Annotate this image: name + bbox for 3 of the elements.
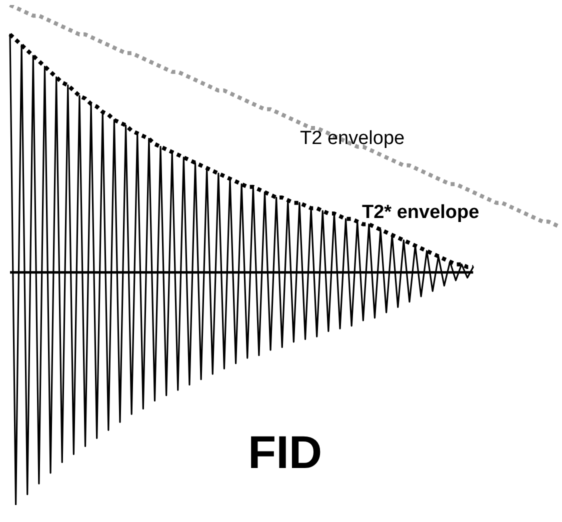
series-label: FID	[248, 425, 322, 479]
series-label: T2* envelope	[362, 202, 480, 224]
series-label: T2 envelope	[300, 128, 405, 150]
